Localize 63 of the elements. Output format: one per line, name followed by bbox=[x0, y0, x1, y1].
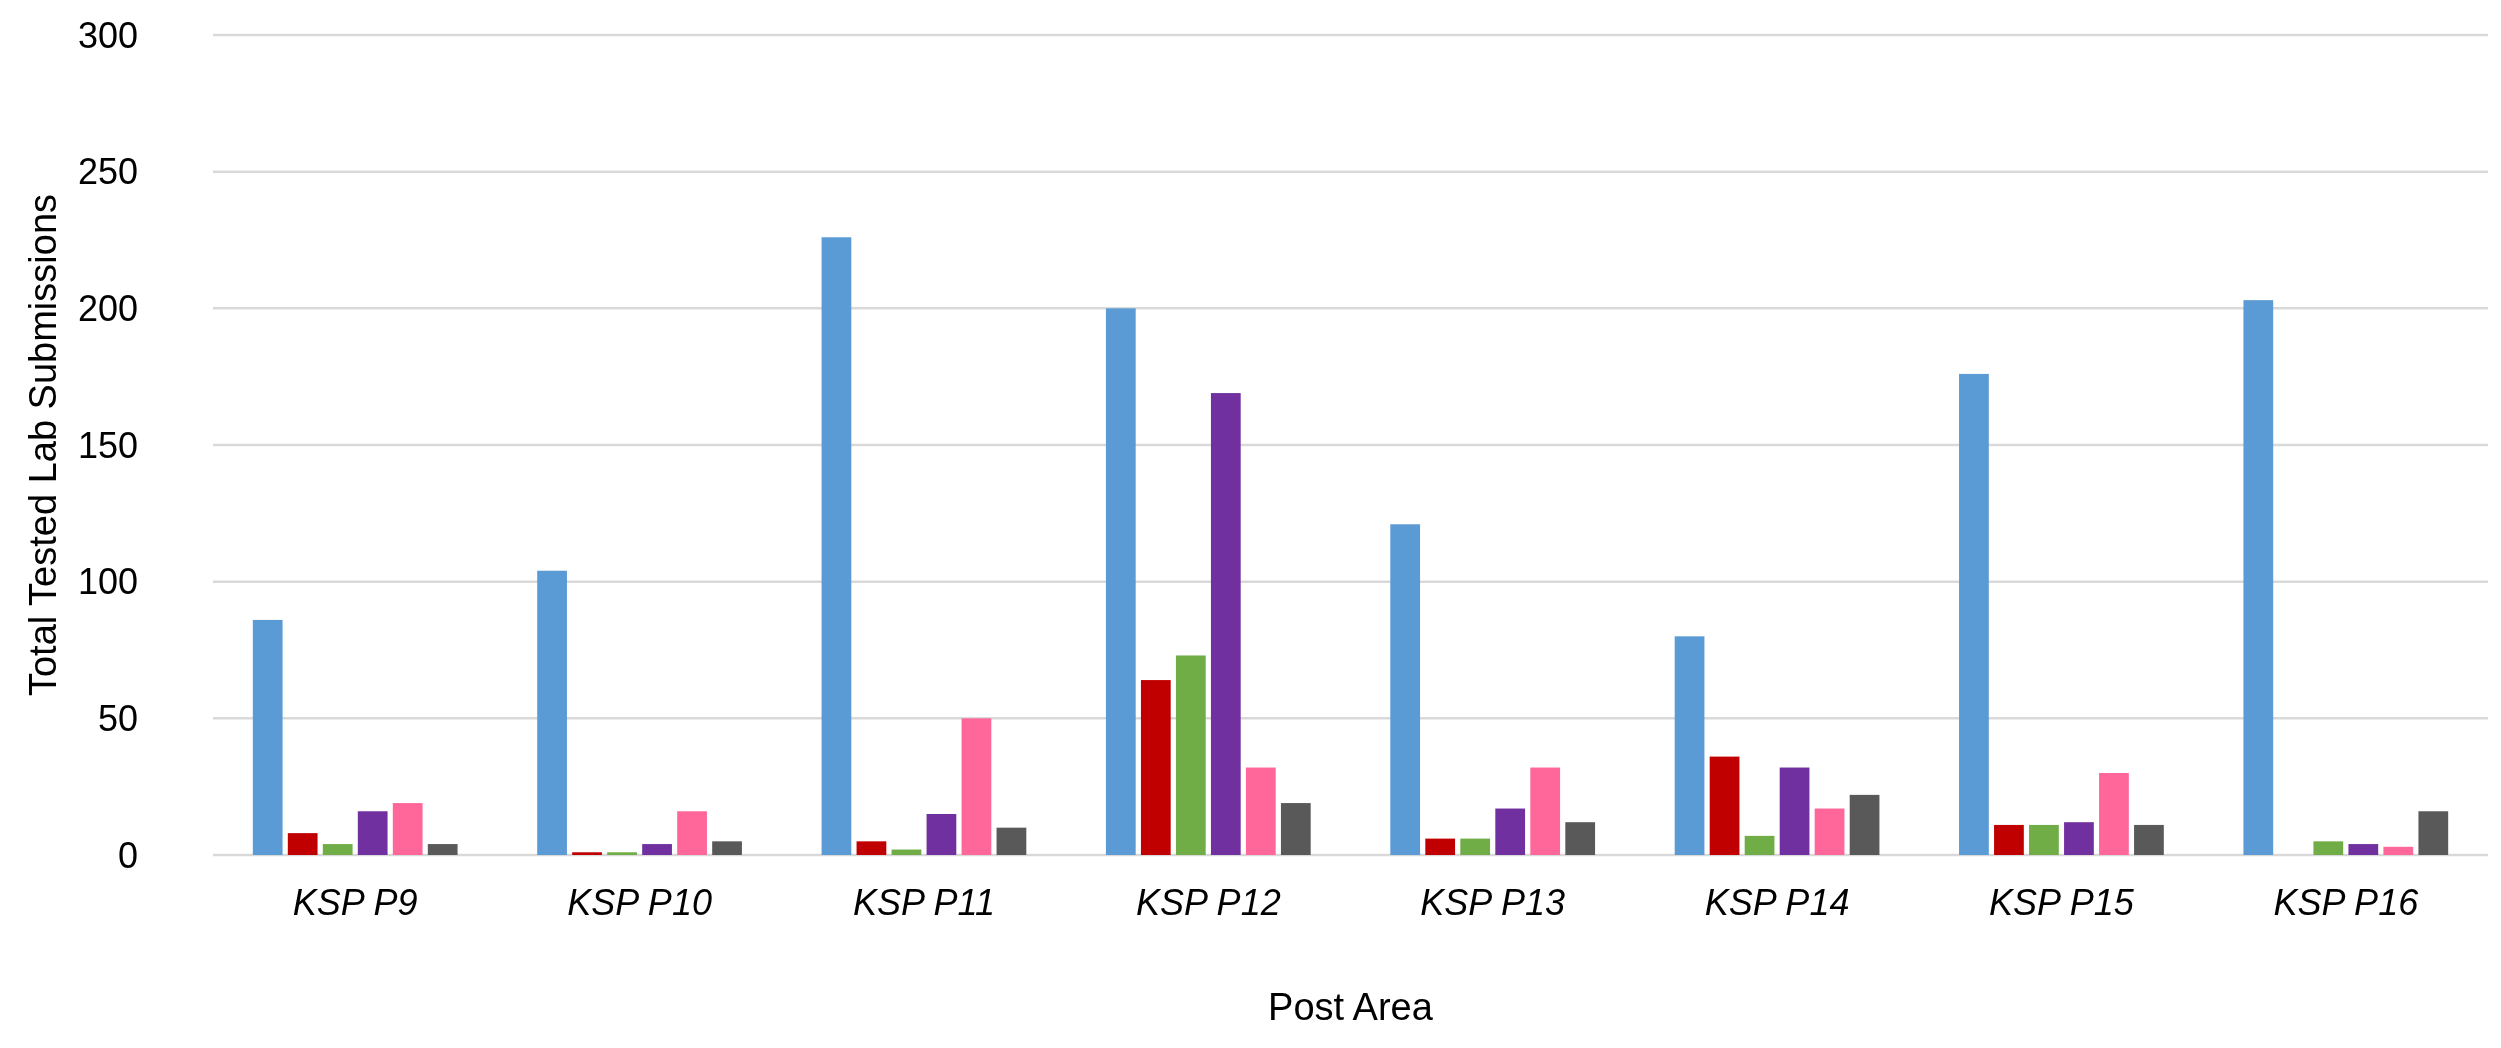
bar bbox=[1175, 655, 1206, 855]
bar bbox=[2029, 824, 2059, 855]
x-tick-label: KSP P13 bbox=[1420, 882, 1566, 923]
y-tick-label: 0 bbox=[117, 834, 138, 876]
x-tick-label: KSP P14 bbox=[1704, 882, 1850, 923]
bar bbox=[1280, 803, 1311, 855]
bar bbox=[1140, 680, 1171, 855]
bar bbox=[252, 619, 283, 855]
bar bbox=[1709, 756, 1740, 855]
bar bbox=[1390, 524, 1421, 855]
bar bbox=[1460, 838, 1491, 855]
bar bbox=[712, 841, 742, 855]
bar bbox=[996, 827, 1027, 855]
bar bbox=[642, 844, 672, 855]
bar bbox=[1565, 822, 1596, 855]
bar bbox=[1814, 808, 1845, 855]
bar bbox=[1210, 393, 1241, 855]
x-tick-label: KSP P9 bbox=[292, 882, 418, 923]
y-tick-label: 150 bbox=[77, 424, 138, 466]
bar bbox=[607, 852, 637, 855]
bar bbox=[1425, 838, 1456, 855]
bar bbox=[1994, 824, 2024, 855]
bar bbox=[287, 833, 318, 855]
x-axis-title: Post Area bbox=[1268, 986, 1434, 1028]
bar bbox=[1744, 835, 1775, 855]
bar bbox=[1105, 308, 1136, 855]
bar bbox=[2099, 773, 2129, 855]
bar bbox=[2383, 846, 2414, 855]
y-tick-label: 100 bbox=[77, 561, 138, 603]
bar bbox=[1849, 794, 1880, 855]
bar bbox=[1245, 767, 1276, 855]
bar bbox=[1495, 808, 1526, 855]
bar bbox=[1779, 767, 1810, 855]
bar bbox=[2418, 811, 2449, 855]
bar bbox=[2243, 300, 2274, 855]
bar bbox=[821, 237, 852, 855]
bar bbox=[1530, 767, 1561, 855]
bar bbox=[677, 811, 707, 855]
bar bbox=[926, 814, 957, 855]
bar bbox=[537, 570, 567, 855]
bar bbox=[1959, 373, 1989, 855]
bar bbox=[2348, 844, 2379, 855]
x-tick-label: KSP P11 bbox=[852, 882, 995, 923]
y-tick-label: 50 bbox=[97, 697, 138, 739]
x-tick-label: KSP P16 bbox=[2273, 882, 2420, 923]
bar bbox=[2313, 841, 2344, 855]
y-tick-label: 300 bbox=[77, 14, 138, 56]
bar bbox=[357, 811, 388, 855]
y-tick-label: 250 bbox=[77, 151, 138, 193]
bar bbox=[322, 844, 353, 855]
bar bbox=[1674, 636, 1705, 855]
bar bbox=[856, 841, 887, 855]
bar bbox=[572, 852, 602, 855]
bar bbox=[427, 844, 458, 855]
bar bbox=[2134, 824, 2164, 855]
bar bbox=[392, 803, 423, 855]
x-tick-label: KSP P15 bbox=[1989, 882, 2135, 923]
y-axis-title: Total Tested Lab Submissions bbox=[22, 193, 64, 697]
x-tick-label: KSP P10 bbox=[567, 882, 712, 923]
x-tick-label: KSP P12 bbox=[1135, 882, 1281, 923]
bar bbox=[2064, 822, 2094, 855]
bar bbox=[961, 718, 992, 855]
y-tick-label: 200 bbox=[77, 287, 138, 329]
